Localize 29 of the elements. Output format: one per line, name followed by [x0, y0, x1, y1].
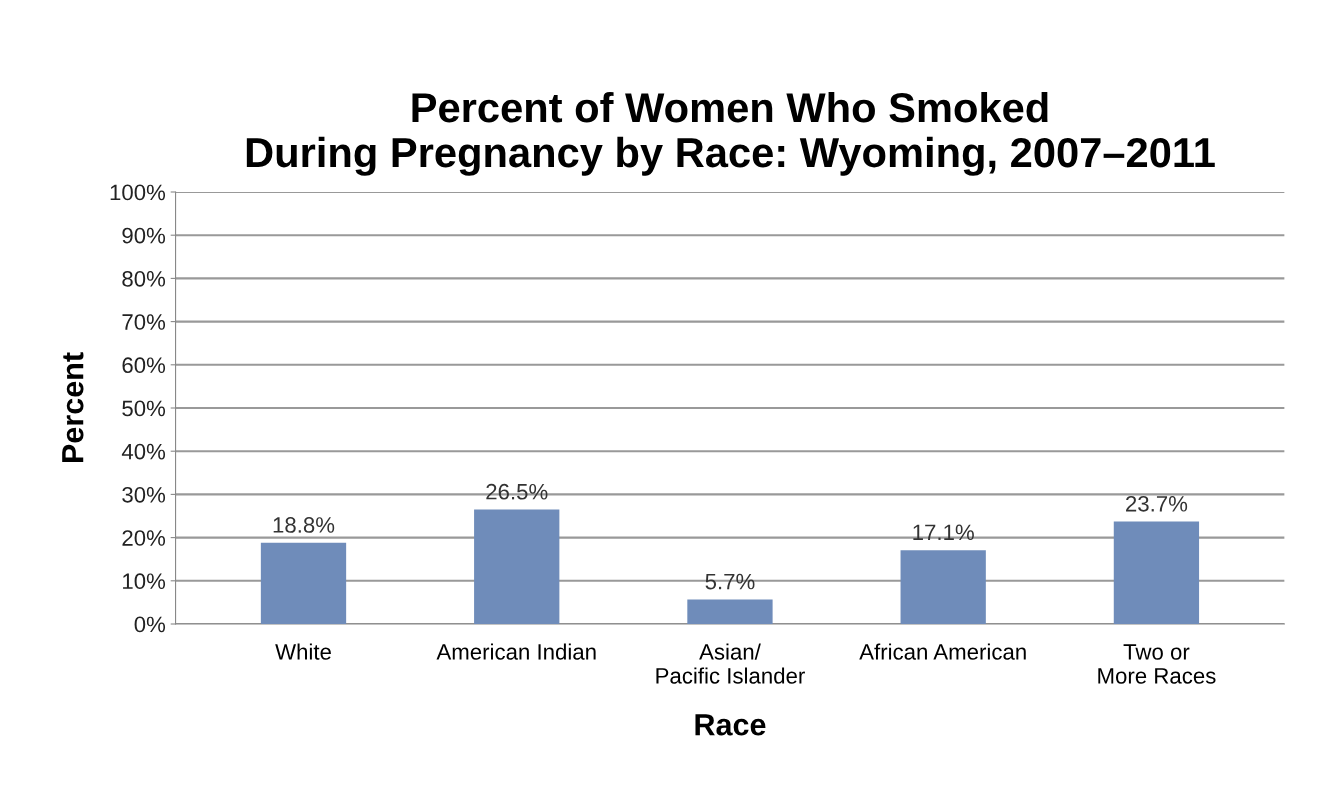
- data-label: 18.8%: [273, 517, 335, 533]
- x-axis-title: Race: [695, 714, 766, 736]
- y-tick-label: 20%: [122, 530, 166, 546]
- y-tick-label: 70%: [122, 314, 166, 330]
- y-tick-label: 50%: [122, 400, 166, 417]
- y-tick-label: 40%: [121, 443, 166, 460]
- bar: [474, 509, 560, 624]
- y-tick-label: 30%: [122, 486, 166, 503]
- data-label: 26.5%: [486, 483, 548, 500]
- y-tick-label: 10%: [123, 573, 166, 590]
- y-tick-label: 80%: [122, 270, 166, 287]
- y-tick-label: 100%: [110, 184, 166, 201]
- y-tick-label: 60%: [122, 357, 166, 374]
- y-tick-label: 90%: [122, 227, 166, 244]
- chart-title: Percent of Women Who Smoked During Pregnancy by Race: Wyoming, 2007–2011: [246, 91, 1215, 176]
- bar: [687, 599, 773, 624]
- x-tick-label: African American: [859, 643, 1026, 660]
- data-label: 17.1%: [913, 524, 974, 541]
- data-label: 23.7%: [1126, 495, 1188, 512]
- x-tick-label: Two or More Races: [1098, 644, 1216, 684]
- y-axis-title: Percent: [62, 352, 84, 462]
- data-label: 5.7%: [705, 573, 755, 590]
- x-tick-label: American Indian: [436, 643, 596, 660]
- bar: [260, 542, 347, 624]
- bar: [1113, 521, 1200, 624]
- x-tick-label: Asian/ Pacific Islander: [656, 643, 805, 684]
- x-tick-label: White: [275, 643, 331, 660]
- y-tick-label: 0%: [134, 616, 166, 633]
- bar: [900, 550, 986, 624]
